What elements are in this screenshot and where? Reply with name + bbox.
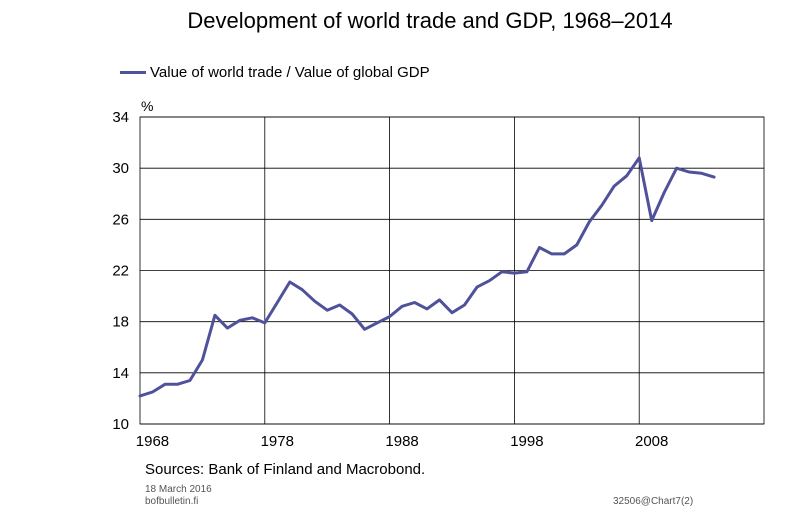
series-line [138, 156, 716, 398]
y-tick-label: 22 [112, 263, 129, 280]
footer-code: 32506@Chart7(2) [613, 496, 694, 507]
x-tick-label: 1968 [136, 433, 169, 450]
x-tick-label: 1988 [385, 433, 418, 450]
source-note: Sources: Bank of Finland and Macrobond. [145, 461, 426, 478]
x-tick-label: 1978 [261, 433, 294, 450]
legend: Value of world trade / Value of global G… [120, 62, 430, 82]
legend-label: Value of world trade / Value of global G… [150, 63, 430, 81]
y-tick-label: 18 [112, 314, 129, 331]
chart-title: Development of world trade and GDP, 1968… [187, 8, 673, 33]
y-axis-unit: % [141, 98, 153, 114]
footer-site: bofbulletin.fi [145, 496, 199, 507]
y-tick-label: 30 [112, 160, 129, 177]
legend-line-swatch [120, 70, 146, 74]
plot-frame [139, 116, 765, 425]
y-tick-label: 14 [112, 365, 129, 382]
y-tick-label: 10 [112, 416, 129, 433]
x-tick-label: 2008 [635, 433, 668, 450]
y-tick-label: 34 [112, 109, 129, 126]
footer-date: 18 March 2016 [145, 484, 212, 495]
x-tick-label: 1998 [510, 433, 543, 450]
y-tick-label: 26 [112, 211, 129, 228]
